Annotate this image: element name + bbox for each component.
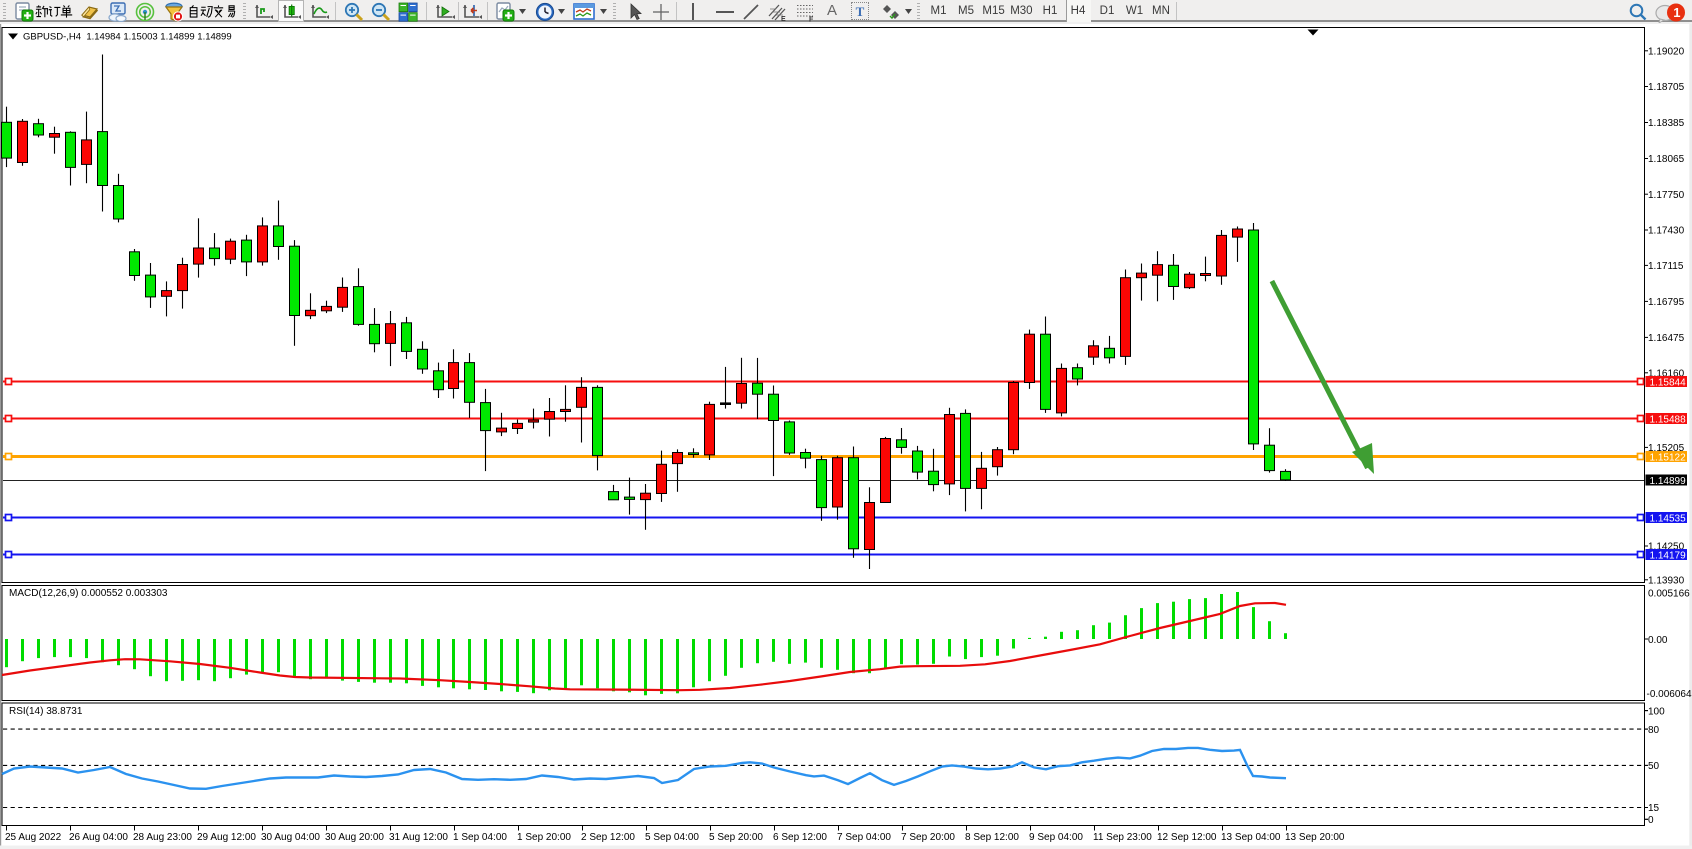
svg-text:1.13930: 1.13930 bbox=[1648, 576, 1685, 587]
svg-text:25 Aug 2022: 25 Aug 2022 bbox=[5, 832, 62, 843]
svg-text:1.17750: 1.17750 bbox=[1648, 190, 1685, 201]
svg-text:MACD(12,26,9) 0.000552 0.00330: MACD(12,26,9) 0.000552 0.003303 bbox=[9, 588, 168, 599]
svg-text:28 Aug 23:00: 28 Aug 23:00 bbox=[133, 832, 192, 843]
svg-text:1.14250: 1.14250 bbox=[1648, 542, 1685, 553]
svg-text:100: 100 bbox=[1648, 706, 1665, 717]
svg-text:12 Sep 12:00: 12 Sep 12:00 bbox=[1157, 832, 1217, 843]
svg-text:50: 50 bbox=[1648, 761, 1660, 772]
svg-text:GBPUSD-,H4 1.14984 1.15003 1.: GBPUSD-,H4 1.14984 1.15003 1.14899 1.148… bbox=[23, 32, 232, 43]
svg-text:1.15488: 1.15488 bbox=[1650, 414, 1687, 425]
svg-text:7 Sep 04:00: 7 Sep 04:00 bbox=[837, 832, 891, 843]
svg-text:0.005166: 0.005166 bbox=[1648, 589, 1690, 600]
svg-text:80: 80 bbox=[1648, 725, 1660, 736]
svg-text:8 Sep 12:00: 8 Sep 12:00 bbox=[965, 832, 1019, 843]
svg-text:5 Sep 04:00: 5 Sep 04:00 bbox=[645, 832, 699, 843]
svg-text:26 Aug 04:00: 26 Aug 04:00 bbox=[69, 832, 128, 843]
svg-text:29 Aug 12:00: 29 Aug 12:00 bbox=[197, 832, 256, 843]
svg-text:9 Sep 04:00: 9 Sep 04:00 bbox=[1029, 832, 1083, 843]
svg-text:13 Sep 04:00: 13 Sep 04:00 bbox=[1221, 832, 1281, 843]
svg-text:F: F bbox=[809, 17, 814, 23]
svg-text:1.18065: 1.18065 bbox=[1648, 154, 1685, 165]
svg-text:E: E bbox=[781, 16, 786, 22]
svg-text:1.14179: 1.14179 bbox=[1650, 550, 1687, 561]
svg-text:-0.006064: -0.006064 bbox=[1647, 689, 1692, 700]
svg-text:1.16160: 1.16160 bbox=[1648, 369, 1685, 380]
svg-text:2 Sep 12:00: 2 Sep 12:00 bbox=[581, 832, 635, 843]
svg-text:1.18385: 1.18385 bbox=[1648, 118, 1685, 129]
svg-text:30 Aug 04:00: 30 Aug 04:00 bbox=[261, 832, 320, 843]
svg-text:6 Sep 12:00: 6 Sep 12:00 bbox=[773, 832, 827, 843]
svg-text:1.17115: 1.17115 bbox=[1648, 261, 1684, 272]
svg-text:1.16795: 1.16795 bbox=[1648, 297, 1685, 308]
svg-text:0.00: 0.00 bbox=[1648, 635, 1668, 646]
svg-text:0: 0 bbox=[1648, 815, 1654, 826]
svg-text:1.17430: 1.17430 bbox=[1648, 226, 1685, 237]
svg-text:31 Aug 12:00: 31 Aug 12:00 bbox=[389, 832, 448, 843]
svg-text:1.18705: 1.18705 bbox=[1648, 82, 1685, 93]
svg-text:1.15122: 1.15122 bbox=[1650, 452, 1687, 463]
svg-text:1.19020: 1.19020 bbox=[1648, 47, 1685, 58]
svg-text:1 Sep 04:00: 1 Sep 04:00 bbox=[453, 832, 507, 843]
svg-text:1.14899: 1.14899 bbox=[1650, 476, 1687, 487]
svg-text:1.15205: 1.15205 bbox=[1648, 443, 1685, 454]
svg-text:1.16475: 1.16475 bbox=[1648, 333, 1685, 344]
svg-text:1: 1 bbox=[1673, 5, 1680, 20]
svg-text:11 Sep 23:00: 11 Sep 23:00 bbox=[1093, 832, 1152, 843]
svg-text:1.15844: 1.15844 bbox=[1650, 377, 1687, 388]
svg-text:RSI(14) 38.8731: RSI(14) 38.8731 bbox=[9, 706, 83, 717]
svg-text:13 Sep 20:00: 13 Sep 20:00 bbox=[1285, 832, 1345, 843]
svg-text:5 Sep 20:00: 5 Sep 20:00 bbox=[709, 832, 763, 843]
svg-text:1 Sep 20:00: 1 Sep 20:00 bbox=[517, 832, 571, 843]
svg-text:30 Aug 20:00: 30 Aug 20:00 bbox=[325, 832, 384, 843]
svg-text:7 Sep 20:00: 7 Sep 20:00 bbox=[901, 832, 955, 843]
svg-text:1.14535: 1.14535 bbox=[1650, 513, 1687, 524]
svg-text:15: 15 bbox=[1648, 803, 1660, 814]
